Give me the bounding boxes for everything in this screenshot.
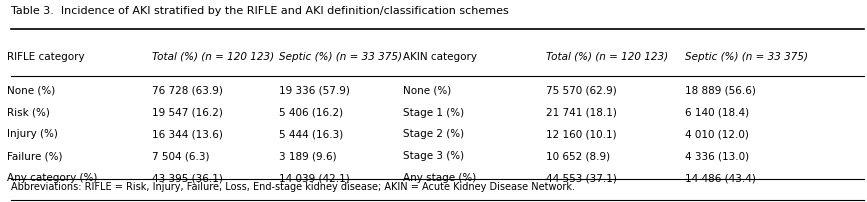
Text: Failure (%): Failure (%) [7,151,62,161]
Text: 4 010 (12.0): 4 010 (12.0) [685,129,749,140]
Text: Total (%) (n = 120 123): Total (%) (n = 120 123) [152,52,274,62]
Text: 16 344 (13.6): 16 344 (13.6) [152,129,223,140]
Text: Total (%) (n = 120 123): Total (%) (n = 120 123) [546,52,668,62]
Text: Septic (%) (n = 33 375): Septic (%) (n = 33 375) [685,52,808,62]
Text: Septic (%) (n = 33 375): Septic (%) (n = 33 375) [279,52,402,62]
Text: 75 570 (62.9): 75 570 (62.9) [546,86,617,96]
Text: 19 547 (16.2): 19 547 (16.2) [152,108,223,118]
Text: 4 336 (13.0): 4 336 (13.0) [685,151,749,161]
Text: 21 741 (18.1): 21 741 (18.1) [546,108,617,118]
Text: 76 728 (63.9): 76 728 (63.9) [152,86,223,96]
Text: Stage 2 (%): Stage 2 (%) [403,129,465,140]
Text: Injury (%): Injury (%) [7,129,58,140]
Text: Stage 1 (%): Stage 1 (%) [403,108,465,118]
Text: 14 039 (42.1): 14 039 (42.1) [279,173,350,183]
Text: 5 406 (16.2): 5 406 (16.2) [279,108,343,118]
Text: Table 3.  Incidence of AKI stratified by the RIFLE and AKI definition/classifica: Table 3. Incidence of AKI stratified by … [11,6,509,16]
Text: AKIN category: AKIN category [403,52,477,62]
Text: 5 444 (16.3): 5 444 (16.3) [279,129,343,140]
Text: 44 553 (37.1): 44 553 (37.1) [546,173,617,183]
Text: Abbreviations: RIFLE = Risk, Injury, Failure, Loss, End-stage kidney disease; AK: Abbreviations: RIFLE = Risk, Injury, Fai… [11,182,576,192]
Text: Any category (%): Any category (%) [7,173,97,183]
Text: 12 160 (10.1): 12 160 (10.1) [546,129,616,140]
Text: 6 140 (18.4): 6 140 (18.4) [685,108,749,118]
Text: Any stage (%): Any stage (%) [403,173,476,183]
Text: 19 336 (57.9): 19 336 (57.9) [279,86,350,96]
Text: None (%): None (%) [403,86,452,96]
Text: 10 652 (8.9): 10 652 (8.9) [546,151,610,161]
Text: 14 486 (43.4): 14 486 (43.4) [685,173,756,183]
Text: None (%): None (%) [7,86,55,96]
Text: Stage 3 (%): Stage 3 (%) [403,151,465,161]
Text: Risk (%): Risk (%) [7,108,49,118]
Text: 3 189 (9.6): 3 189 (9.6) [279,151,336,161]
Text: 43 395 (36.1): 43 395 (36.1) [152,173,223,183]
Text: 18 889 (56.6): 18 889 (56.6) [685,86,756,96]
Text: RIFLE category: RIFLE category [7,52,85,62]
Text: 7 504 (6.3): 7 504 (6.3) [152,151,209,161]
